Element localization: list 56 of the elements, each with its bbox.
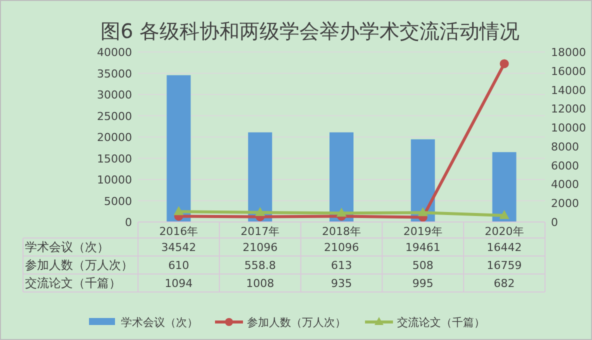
point xyxy=(418,207,428,216)
y2-tick-label: 2000 xyxy=(551,197,579,210)
legend-label: 学术会议（次） xyxy=(121,316,198,329)
y-tick-label: 30000 xyxy=(97,88,132,102)
y2-tick-label: 4000 xyxy=(551,178,579,192)
y2-tick-label: 16000 xyxy=(551,64,586,78)
y-tick-label: 35000 xyxy=(97,67,132,80)
y2-tick-label: 18000 xyxy=(551,46,586,59)
data-label: 508 xyxy=(412,259,434,272)
data-label: 34542 xyxy=(161,241,196,254)
legend-label: 交流论文（千篇） xyxy=(397,316,485,329)
x-tick-label: 2019年 xyxy=(403,225,442,238)
data-label: 16759 xyxy=(486,259,522,272)
data-label: 682 xyxy=(494,277,515,290)
y-tick-label: 40000 xyxy=(97,46,132,59)
point xyxy=(336,208,346,217)
data-label: 935 xyxy=(331,277,352,290)
y-tick-label: 20000 xyxy=(97,131,132,144)
data-label: 995 xyxy=(412,277,434,290)
y2-tick-label: 10000 xyxy=(551,122,586,135)
data-label: 610 xyxy=(168,259,190,272)
y-tick-label: 5000 xyxy=(104,194,132,208)
x-tick-label: 2016年 xyxy=(159,225,198,238)
text: 学术会议（次） xyxy=(25,240,109,254)
data-label: 21096 xyxy=(242,241,278,254)
y2-tick-label: 14000 xyxy=(551,84,586,97)
data-label: 16442 xyxy=(486,241,522,254)
data-label: 19461 xyxy=(405,241,440,254)
y2-tick-label: 8000 xyxy=(551,140,579,154)
point xyxy=(255,206,266,216)
y2-tick-label: 0 xyxy=(551,216,558,229)
data-label: 1008 xyxy=(246,277,274,290)
title: 图6 各级科协和两级学会举办学术交流活动情况 xyxy=(100,19,520,43)
point xyxy=(500,59,509,68)
bar xyxy=(166,75,191,222)
point xyxy=(499,210,510,220)
text: 参加人数（万人次） xyxy=(25,258,133,272)
y-tick-label: 25000 xyxy=(97,110,132,123)
x-tick-label: 2018年 xyxy=(322,225,361,238)
legend-label: 参加人数（万人次） xyxy=(247,316,346,329)
y-tick-label: 10000 xyxy=(97,174,132,186)
bar xyxy=(330,132,354,222)
data-label: 613 xyxy=(331,259,352,272)
y-tick-label: 0 xyxy=(125,216,132,229)
text: 交流论文（千篇） xyxy=(25,276,121,290)
bar xyxy=(248,132,272,222)
y-tick-label: 15000 xyxy=(97,152,132,166)
point xyxy=(174,206,184,216)
x-tick-label: 2017年 xyxy=(240,225,280,238)
y2-tick-label: 12000 xyxy=(551,102,586,116)
bar xyxy=(492,152,516,222)
data-label: 558.8 xyxy=(244,259,276,272)
y2-tick-label: 6000 xyxy=(551,159,579,172)
x-tick-label: 2020年 xyxy=(484,225,524,238)
data-label: 1094 xyxy=(164,277,193,290)
data-label: 21096 xyxy=(324,241,359,254)
